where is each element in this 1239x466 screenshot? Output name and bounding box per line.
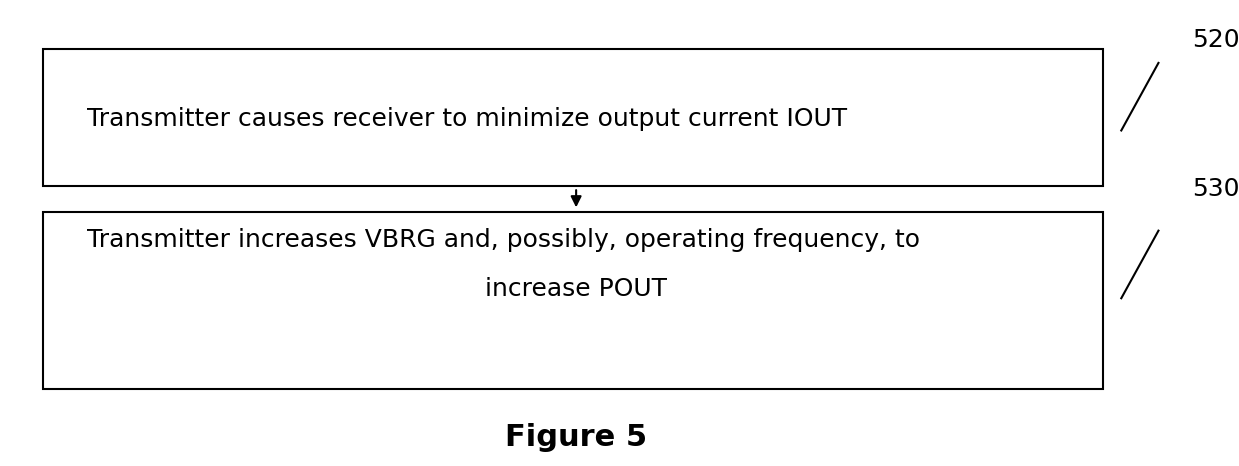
- Bar: [43, 49, 1103, 186]
- Text: Figure 5: Figure 5: [506, 423, 647, 452]
- Bar: [43, 212, 1103, 389]
- Text: increase POUT: increase POUT: [486, 277, 667, 301]
- Text: Transmitter causes receiver to minimize output current IOUT: Transmitter causes receiver to minimize …: [87, 107, 846, 131]
- Text: Transmitter increases VBRG and, possibly, operating frequency, to: Transmitter increases VBRG and, possibly…: [87, 228, 919, 252]
- Text: 520: 520: [1192, 27, 1239, 52]
- Text: 530: 530: [1192, 177, 1239, 201]
